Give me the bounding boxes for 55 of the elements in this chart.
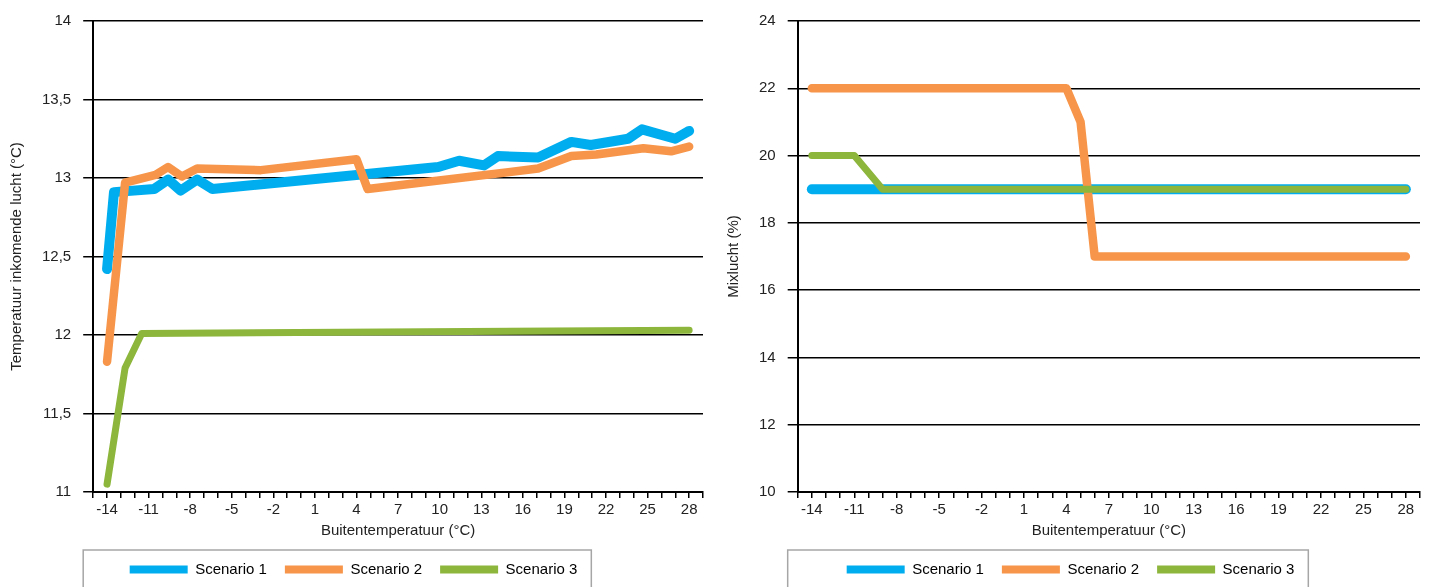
y-tick-label: 13 <box>54 168 72 186</box>
x-tick-label: -5 <box>932 500 946 518</box>
x-tick-label: 16 <box>1227 500 1245 518</box>
y-tick-label: 22 <box>759 78 776 96</box>
x-tick-label: -5 <box>225 500 239 518</box>
x-tick-label: 19 <box>1270 500 1287 518</box>
y-tick-label: 13,5 <box>41 89 72 107</box>
x-tick-label: 16 <box>514 500 532 518</box>
x-tick-label: 25 <box>1355 500 1372 518</box>
y-tick-label: 12 <box>54 325 72 343</box>
x-tick-label: 4 <box>352 500 361 518</box>
x-tick-label: 19 <box>556 500 573 518</box>
x-tick-label: -2 <box>266 500 281 518</box>
y-axis-title: Temperatuur inkomende lucht (°C) <box>7 142 25 371</box>
x-axis-title: Buitentemperatuur (°C) <box>320 521 476 539</box>
x-tick-label: 7 <box>393 500 403 518</box>
x-tick-label: 13 <box>1185 500 1203 518</box>
x-tick-label: -8 <box>890 500 904 518</box>
y-tick-label: 14 <box>759 347 776 365</box>
x-tick-label: 1 <box>1019 500 1029 518</box>
y-tick-label: 11 <box>55 482 72 500</box>
x-tick-label: -11 <box>843 500 865 518</box>
y-tick-label: 16 <box>759 280 776 298</box>
y-tick-label: 12,5 <box>41 246 72 264</box>
x-tick-label: -8 <box>183 500 197 518</box>
legend-label: Scenario 3 <box>505 559 578 577</box>
legend-label: Scenario 2 <box>350 559 423 577</box>
x-tick-label: 22 <box>597 500 615 518</box>
legend-label: Scenario 1 <box>912 559 984 577</box>
y-tick-label: 24 <box>759 11 776 29</box>
x-tick-label: 13 <box>472 500 490 518</box>
x-tick-label: 4 <box>1062 500 1071 518</box>
x-tick-label: 10 <box>431 500 449 518</box>
legend-label: Scenario 1 <box>195 559 267 577</box>
x-tick-label: -14 <box>800 500 823 518</box>
x-axis-title: Buitentemperatuur (°C) <box>1031 521 1187 539</box>
y-axis-title: Mixlucht (%) <box>724 215 742 298</box>
x-tick-label: -2 <box>974 500 989 518</box>
x-tick-label: 10 <box>1142 500 1160 518</box>
legend-label: Scenario 2 <box>1067 559 1140 577</box>
y-tick-label: 11,5 <box>43 403 72 421</box>
y-tick-label: 18 <box>759 213 776 230</box>
x-tick-label: 25 <box>639 500 656 518</box>
y-tick-label: 10 <box>759 482 776 500</box>
x-tick-label: 7 <box>1104 500 1114 518</box>
x-tick-label: 28 <box>1397 500 1415 518</box>
x-tick-label: -14 <box>96 500 118 518</box>
x-tick-label: 22 <box>1312 500 1330 518</box>
x-tick-label: 28 <box>680 500 698 518</box>
x-tick-label: 1 <box>310 500 320 518</box>
y-tick-label: 12 <box>759 414 776 432</box>
x-tick-label: -11 <box>138 500 159 518</box>
legend-label: Scenario 3 <box>1222 559 1295 577</box>
y-tick-label: 20 <box>759 145 776 163</box>
y-tick-label: 14 <box>54 11 72 29</box>
